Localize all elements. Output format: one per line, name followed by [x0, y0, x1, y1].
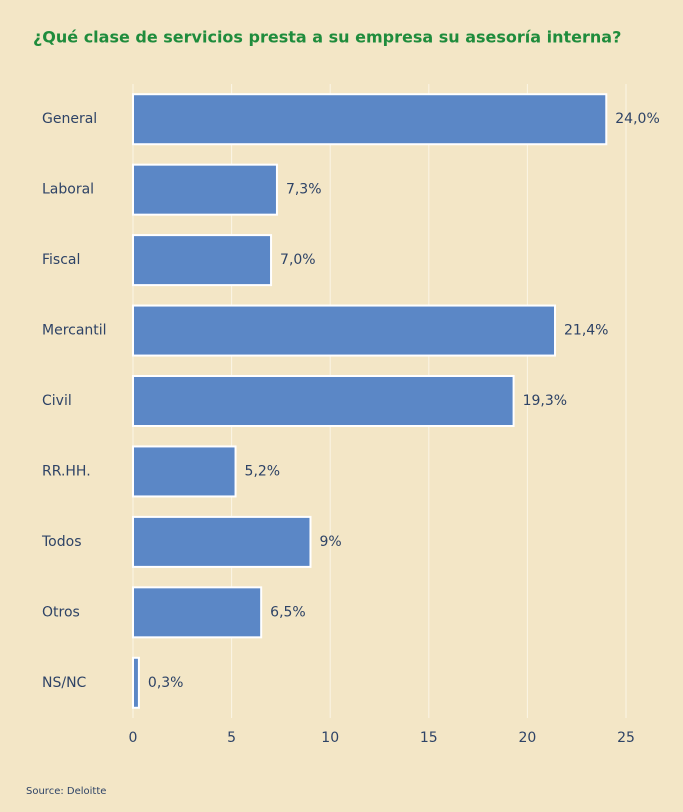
- value-label: 24,0%: [615, 111, 659, 127]
- bar: [132, 234, 273, 287]
- y-tick-label: Civil: [42, 393, 72, 409]
- bar: [132, 586, 263, 639]
- chart-title: ¿Qué clase de servicios presta a su empr…: [33, 28, 621, 47]
- bar: [132, 656, 140, 709]
- y-tick-label: RR.HH.: [42, 463, 91, 479]
- y-tick-label: Fiscal: [42, 252, 80, 268]
- bar: [132, 163, 278, 216]
- x-tick-label: 10: [321, 730, 339, 746]
- y-tick-label: General: [42, 111, 97, 127]
- x-tick-label: 20: [518, 730, 536, 746]
- value-label: 7,0%: [280, 252, 316, 268]
- y-tick-label: Laboral: [42, 182, 94, 198]
- value-label: 9%: [319, 534, 341, 550]
- value-label: 19,3%: [523, 393, 567, 409]
- value-label: 5,2%: [245, 463, 281, 479]
- y-tick-label: NS/NC: [42, 675, 87, 691]
- x-tick-label: 25: [617, 730, 635, 746]
- x-tick-label: 0: [129, 730, 138, 746]
- bar: [132, 445, 237, 498]
- bar: [132, 93, 608, 146]
- bar: [132, 304, 557, 357]
- value-label: 21,4%: [564, 323, 608, 339]
- y-tick-label: Otros: [42, 604, 80, 620]
- value-label: 0,3%: [148, 675, 184, 691]
- y-tick-label: Todos: [41, 534, 81, 550]
- bar: [132, 375, 515, 427]
- value-label: 6,5%: [270, 604, 306, 620]
- y-tick-label: Mercantil: [42, 323, 107, 339]
- source: Source: Deloitte: [26, 786, 106, 797]
- value-label: 7,3%: [286, 182, 322, 198]
- x-tick-label: 5: [227, 730, 236, 746]
- bar: [132, 515, 312, 568]
- x-tick-label: 15: [420, 730, 438, 746]
